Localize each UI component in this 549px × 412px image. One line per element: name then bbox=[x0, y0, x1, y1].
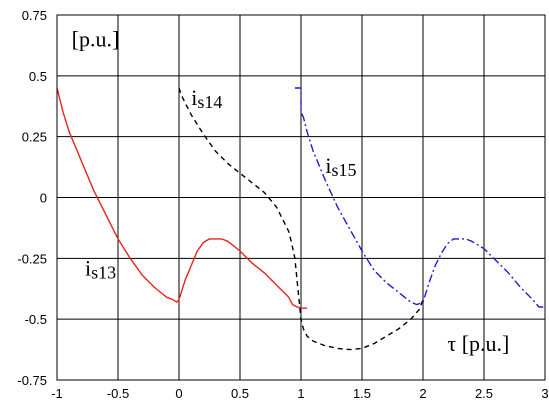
series-line-is15 bbox=[294, 87, 545, 308]
y-tick-label: -0.75 bbox=[17, 373, 47, 388]
x-tick-label: 1 bbox=[297, 386, 304, 401]
x-tick-label: 0 bbox=[175, 386, 182, 401]
series-line-is14 bbox=[178, 87, 424, 351]
y-tick-label: -0.5 bbox=[25, 312, 47, 327]
x-tick-label: 0.5 bbox=[231, 386, 249, 401]
annotation-label: [p.u.] bbox=[72, 27, 120, 52]
y-tick-label: 0.5 bbox=[29, 69, 47, 84]
y-tick-label: -0.25 bbox=[17, 251, 47, 266]
tick-labels: -1 -0.5 0 0.5 1 1.5 2 2.5 3 0.75 0.5 0.25 0 -0.25 -0.5… bbox=[17, 8, 548, 401]
y-tick-label: 0 bbox=[40, 191, 47, 206]
series-label-is14: is14 bbox=[191, 85, 222, 112]
y-tick-label: 0.25 bbox=[22, 130, 47, 145]
annotation-label: τ [p.u.] bbox=[447, 331, 509, 356]
series-line-is13 bbox=[56, 87, 308, 309]
series-labels: is13 is14 is15 bbox=[85, 85, 356, 282]
annotations: [p.u.] τ [p.u.] bbox=[72, 27, 510, 356]
plot-frame bbox=[56, 14, 546, 381]
x-tick-label: 1.5 bbox=[353, 386, 371, 401]
y-tick-label: 0.75 bbox=[22, 8, 47, 23]
series-lines bbox=[56, 87, 545, 351]
series-label-is13: is13 bbox=[85, 255, 116, 282]
series-label-is15: is15 bbox=[325, 153, 356, 180]
x-tick-label: -0.5 bbox=[107, 386, 129, 401]
x-tick-label: 2 bbox=[419, 386, 426, 401]
x-tick-label: -1 bbox=[51, 386, 63, 401]
x-tick-label: 2.5 bbox=[475, 386, 493, 401]
x-tick-label: 3 bbox=[541, 386, 548, 401]
